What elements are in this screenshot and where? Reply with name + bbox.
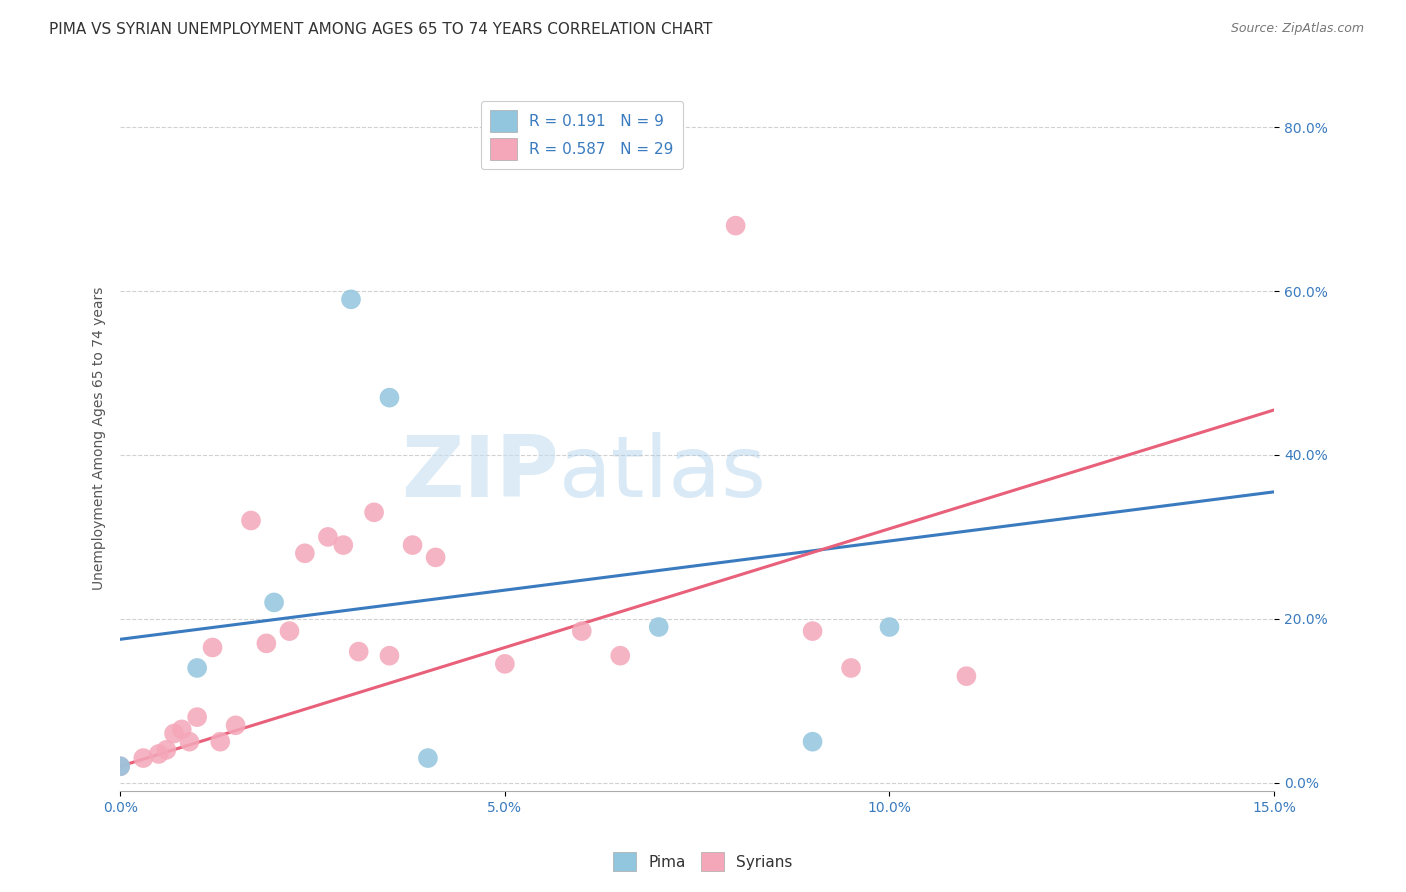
Point (378, 391, 401, 405)
Point (494, 657, 516, 671)
Point (839, 661, 862, 675)
Point (801, 734, 824, 748)
Point (110, 759, 132, 773)
Point (201, 640, 224, 655)
Point (340, 293, 363, 307)
Point (254, 636, 277, 650)
Text: atlas: atlas (558, 433, 766, 516)
Point (724, 219, 747, 233)
Point (879, 620, 901, 634)
Point (163, 726, 186, 740)
Point (571, 624, 593, 639)
Point (401, 538, 423, 552)
Point (132, 751, 155, 765)
Point (347, 644, 370, 658)
Legend: R = 0.191   N = 9, R = 0.587   N = 29: R = 0.191 N = 9, R = 0.587 N = 29 (481, 101, 683, 169)
Point (363, 505, 385, 519)
Point (110, 759, 132, 773)
Point (186, 710, 208, 724)
Legend: Pima, Syrians: Pima, Syrians (607, 847, 799, 877)
Point (209, 734, 232, 748)
Point (378, 648, 401, 663)
Point (609, 648, 631, 663)
Point (294, 546, 316, 560)
Point (263, 595, 285, 609)
Point (801, 624, 824, 639)
Text: ZIP: ZIP (401, 433, 558, 516)
Point (316, 530, 339, 544)
Point (648, 620, 671, 634)
Text: Source: ZipAtlas.com: Source: ZipAtlas.com (1230, 22, 1364, 36)
Point (170, 723, 193, 737)
Point (278, 624, 301, 639)
Point (240, 514, 263, 528)
Y-axis label: Unemployment Among Ages 65 to 74 years: Unemployment Among Ages 65 to 74 years (93, 287, 107, 591)
Text: PIMA VS SYRIAN UNEMPLOYMENT AMONG AGES 65 TO 74 YEARS CORRELATION CHART: PIMA VS SYRIAN UNEMPLOYMENT AMONG AGES 6… (49, 22, 713, 37)
Point (332, 538, 354, 552)
Point (148, 747, 170, 761)
Point (179, 734, 201, 748)
Point (155, 743, 177, 757)
Point (416, 751, 439, 765)
Point (955, 669, 977, 683)
Point (225, 718, 247, 732)
Point (186, 661, 208, 675)
Point (425, 550, 447, 565)
